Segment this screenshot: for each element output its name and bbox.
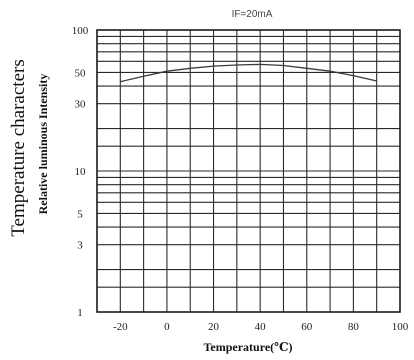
y-tick-label: 3 xyxy=(77,240,83,252)
x-axis-label: Temperature(℃) xyxy=(203,340,292,354)
x-tick-label: 40 xyxy=(255,321,267,333)
y-tick-label: 5 xyxy=(77,208,83,220)
x-tick-label: -20 xyxy=(113,321,128,333)
y-tick-label: 10 xyxy=(75,166,87,178)
series-line xyxy=(120,63,377,83)
x-tick-label: 60 xyxy=(301,321,313,333)
x-tick-label: 80 xyxy=(348,321,360,333)
x-tick-label: 0 xyxy=(164,321,170,333)
y-axis-label: Relative luminous Intensity xyxy=(36,74,50,215)
y-axis-ticks: 1 3 5 10 30 50 100 xyxy=(72,25,89,319)
x-tick-label: 20 xyxy=(208,321,220,333)
y-tick-label: 100 xyxy=(72,25,89,37)
x-tick-label: 100 xyxy=(392,321,409,333)
side-label: Temperature characters xyxy=(8,59,29,236)
y-tick-label: 30 xyxy=(75,99,87,111)
plot-frame xyxy=(96,29,401,313)
chart-title: IF=20mA xyxy=(232,9,273,20)
y-tick-label: 50 xyxy=(75,67,87,79)
x-axis-ticks: -20 0 20 40 60 80 100 xyxy=(113,321,409,333)
y-tick-label: 1 xyxy=(77,307,83,319)
grid xyxy=(97,30,400,312)
